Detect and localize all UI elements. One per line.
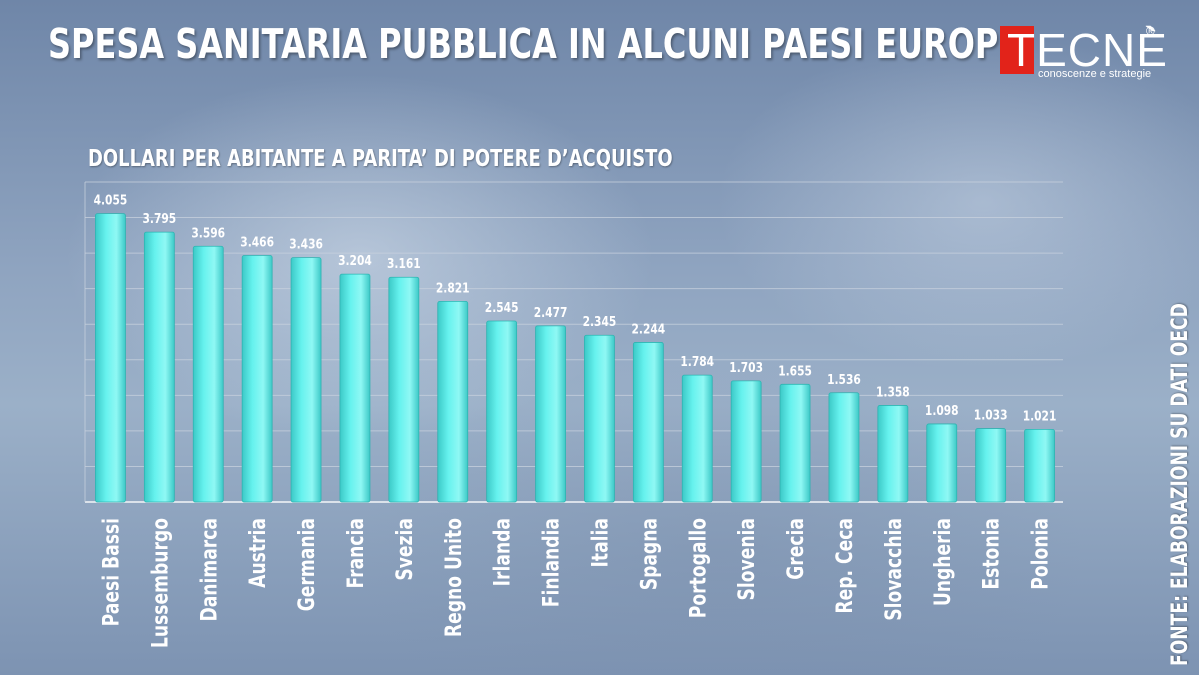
bar-finlandia <box>535 325 566 503</box>
category-label: Paesi Bassi <box>98 518 124 626</box>
category-label: Germania <box>294 518 320 611</box>
gridlines <box>84 181 1063 503</box>
logo-rest: ECNÈ <box>1036 24 1168 76</box>
bar-francia <box>339 273 371 503</box>
bar-austria <box>241 255 273 503</box>
bar-lussemburgo <box>143 231 175 503</box>
tecne-logo: TECNÈ ® conoscenze e strategie <box>1000 22 1167 80</box>
value-label: 1.358 <box>876 384 910 399</box>
category-label: Spagna <box>636 518 662 590</box>
bar-portogallo <box>681 374 713 503</box>
value-label: 3.466 <box>240 234 274 249</box>
bar-irlanda <box>486 320 518 503</box>
category-label: Regno Unito <box>441 518 467 637</box>
logo-letter: T <box>1007 24 1037 76</box>
value-label: 2.244 <box>632 321 666 336</box>
bar-rep-ceca <box>828 392 860 503</box>
value-label: 2.477 <box>534 305 568 320</box>
value-label: 1.784 <box>680 354 714 369</box>
value-label: 2.345 <box>583 314 617 329</box>
value-label: 1.703 <box>729 360 763 375</box>
logo-wordmark: TECNÈ <box>1007 22 1168 78</box>
bar-spagna <box>632 342 664 503</box>
value-labels: 4.055 3.795 3.596 3.466 3.436 3.204 3.161 2.821… <box>94 193 1057 424</box>
bar-grecia <box>779 383 811 503</box>
category-label: Finlandia <box>538 518 564 607</box>
bar-svezia <box>388 276 420 503</box>
category-labels: Paesi Bassi Lussemburgo Danimarca Austria Ge… <box>98 518 1053 648</box>
value-label: 1.536 <box>827 372 861 387</box>
value-label: 2.545 <box>485 300 519 315</box>
value-label: 3.436 <box>289 237 323 252</box>
value-label: 3.795 <box>143 211 177 226</box>
category-label: Ungheria <box>930 518 956 606</box>
bar-germania <box>290 257 322 503</box>
value-label: 1.033 <box>974 408 1008 423</box>
logo-registered-mark: ® <box>1146 24 1155 38</box>
bar-slovenia <box>730 380 762 503</box>
value-label: 1.655 <box>778 363 812 378</box>
category-label: Irlanda <box>490 518 516 586</box>
bar-italia <box>584 334 615 503</box>
category-label: Lussemburgo <box>147 518 173 648</box>
value-label: 1.098 <box>925 403 959 418</box>
category-label: Danimarca <box>196 518 222 622</box>
bar-polonia <box>1024 428 1055 503</box>
bar-danimarca <box>192 245 224 503</box>
category-label: Slovenia <box>734 518 760 600</box>
category-label: Rep. Ceca <box>832 518 858 614</box>
value-label: 2.821 <box>436 280 470 295</box>
logo-tagline: conoscenze e strategie <box>1038 68 1152 80</box>
chart-title: SPESA SANITARIA PUBBLICA IN ALCUNI PAESI… <box>48 20 1033 68</box>
value-label: 3.596 <box>191 225 225 240</box>
bar-slovacchia <box>877 405 909 503</box>
bar-ungheria <box>926 423 958 503</box>
category-label: Slovacchia <box>881 518 907 621</box>
bar-regno-unito <box>437 300 469 503</box>
value-label: 4.055 <box>94 193 128 208</box>
bars <box>95 213 1055 503</box>
category-label: Francia <box>343 518 369 588</box>
value-label: 3.204 <box>338 253 372 268</box>
category-label: Italia <box>587 518 613 567</box>
bar-estonia <box>975 428 1007 503</box>
source-note: FONTE: ELABORAZIONI SU DATI OECD <box>1168 303 1193 666</box>
logo-red-box <box>1000 26 1034 74</box>
category-label: Portogallo <box>685 518 711 618</box>
value-label: 3.161 <box>387 256 421 271</box>
category-label: Svezia <box>392 518 418 581</box>
value-label: 1.021 <box>1023 408 1057 423</box>
bar-paesi-bassi <box>95 213 126 503</box>
category-label: Grecia <box>783 518 809 580</box>
category-label: Polonia <box>1027 518 1053 590</box>
chart-subtitle: DOLLARI PER ABITANTE A PARITA’ DI POTERE… <box>88 146 673 172</box>
category-label: Austria <box>245 518 271 588</box>
category-label: Estonia <box>979 518 1005 590</box>
